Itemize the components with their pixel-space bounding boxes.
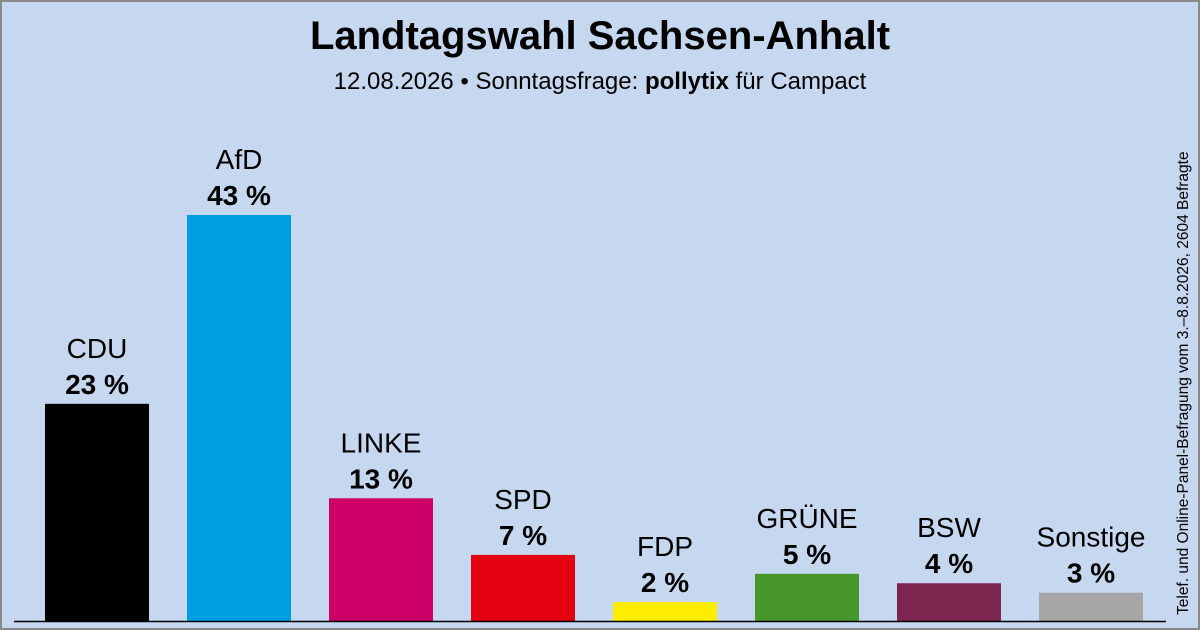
category-label-bsw: BSW <box>917 512 981 543</box>
bar-fdp <box>613 602 717 621</box>
value-label-sonstige: 3 % <box>1067 558 1115 589</box>
category-label-linke: LINKE <box>341 427 422 458</box>
value-label-bsw: 4 % <box>925 548 973 579</box>
bar-bsw <box>897 583 1001 621</box>
bar-afd <box>187 215 291 621</box>
bar-sonstige <box>1039 592 1143 621</box>
category-label-sonstige: Sonstige <box>1037 522 1146 553</box>
category-label-spd: SPD <box>494 484 552 515</box>
value-label-spd: 7 % <box>499 520 547 551</box>
subtitle-institute: pollytix <box>644 68 729 95</box>
source-note: Telef. und Online-Panel-Befragung vom 3.… <box>1175 151 1192 615</box>
bar-spd <box>471 554 575 621</box>
bar-linke <box>329 498 433 621</box>
value-label-afd: 43 % <box>207 180 271 211</box>
value-label-grüne: 5 % <box>783 539 831 570</box>
value-label-linke: 13 % <box>349 463 413 494</box>
bar-grüne <box>755 573 859 621</box>
chart-title: Landtagswahl Sachsen-Anhalt <box>309 14 891 58</box>
subtitle-date-question: 12.08.2026 • Sonntagsfrage: <box>333 68 645 95</box>
subtitle-client: für Campact <box>728 68 867 95</box>
category-label-afd: AfD <box>216 144 263 175</box>
category-label-grüne: GRÜNE <box>756 503 857 534</box>
chart-subtitle: 12.08.2026 • Sonntagsfrage: pollytix für… <box>0 68 1200 96</box>
category-label-fdp: FDP <box>637 531 693 562</box>
category-label-cdu: CDU <box>67 333 128 364</box>
value-label-cdu: 23 % <box>65 369 129 400</box>
value-label-fdp: 2 % <box>641 567 689 598</box>
bar-cdu <box>45 403 149 621</box>
